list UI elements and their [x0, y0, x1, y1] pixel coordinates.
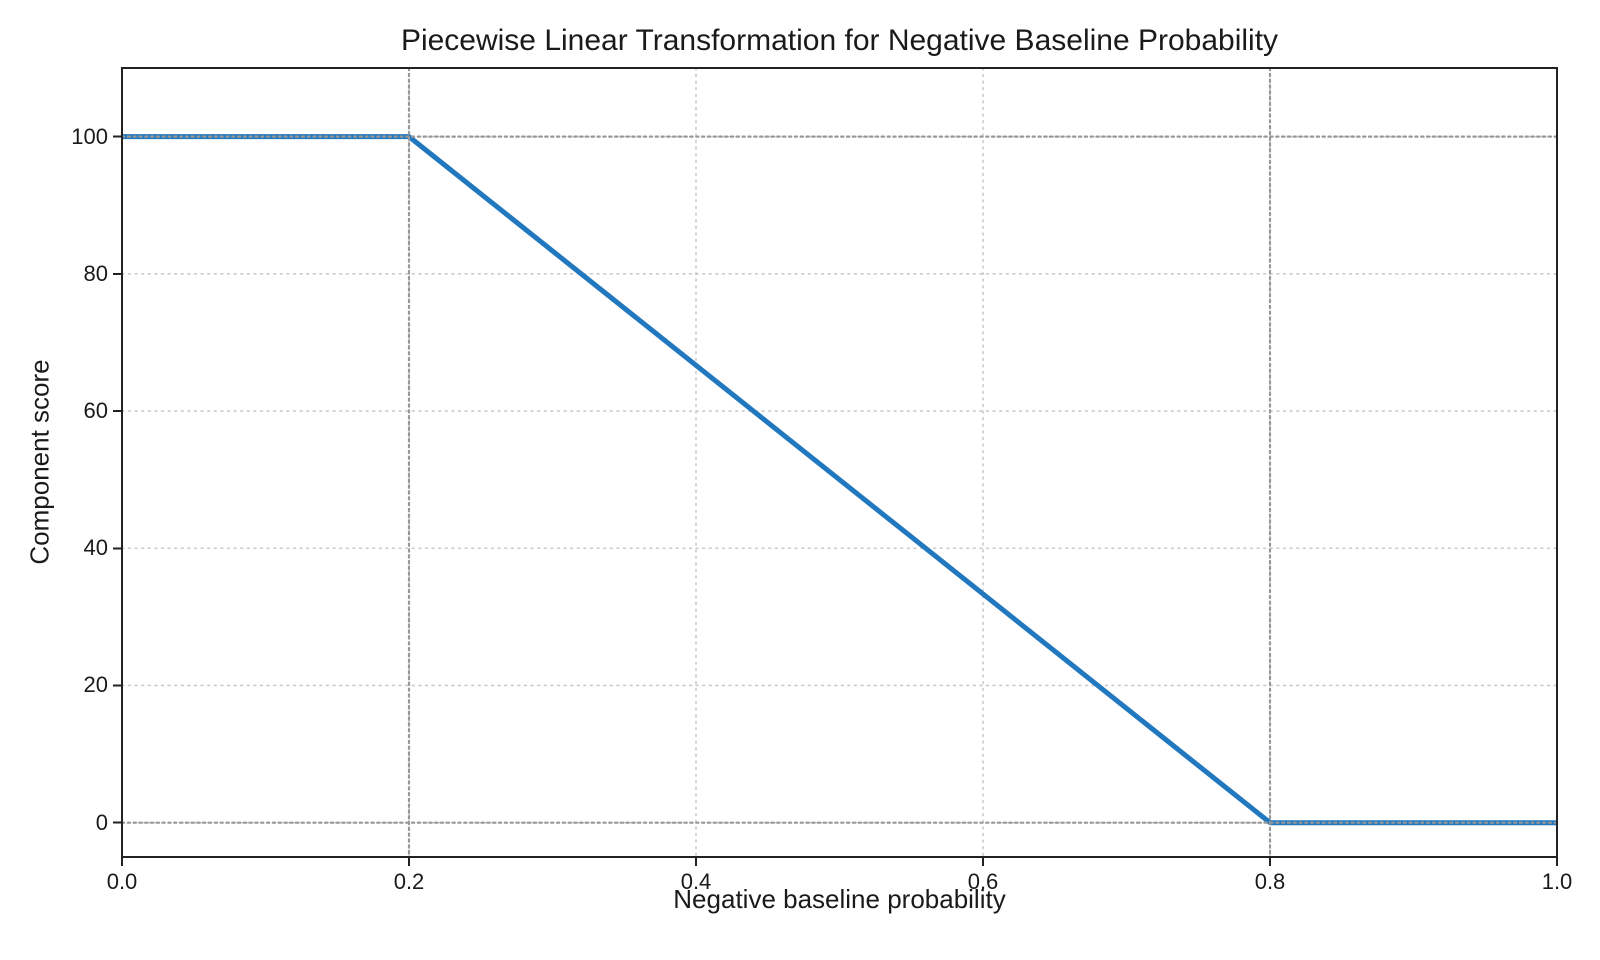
x-tick-label: 0.6 [967, 869, 999, 894]
y-tick-label: 0 [95, 809, 108, 835]
y-tick-label: 80 [83, 260, 108, 286]
series-line [122, 134, 1557, 826]
x-tick-label: 0.2 [393, 869, 425, 894]
y-tick-label: 100 [71, 123, 108, 149]
y-tick-label: 40 [83, 535, 108, 561]
chart-title: Piecewise Linear Transformation for Nega… [400, 24, 1279, 57]
y-tick-label: 20 [83, 672, 108, 698]
y-tick-label: 60 [83, 398, 108, 424]
x-tick-label: 1.0 [1541, 869, 1573, 894]
y-axis-label: Component score [24, 359, 55, 565]
x-tick-label: 0.8 [1254, 869, 1286, 894]
x-tick-label: 0.4 [680, 869, 712, 894]
x-axis-label: Negative baseline probability [673, 884, 1006, 914]
axes-spines [121, 67, 1558, 858]
x-tick-label: 0.0 [106, 869, 138, 894]
